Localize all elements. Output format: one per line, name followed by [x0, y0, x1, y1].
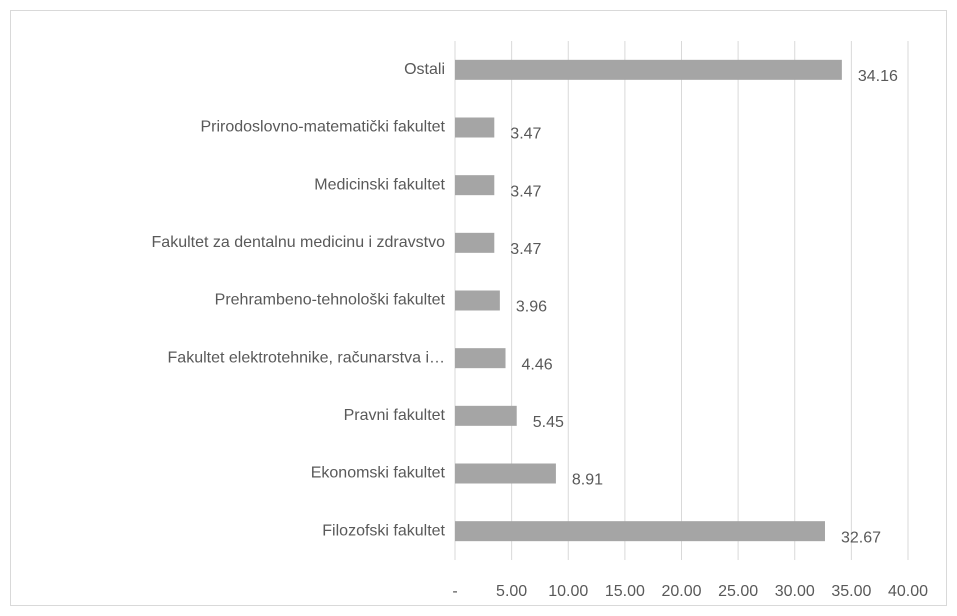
y-tick-label: Prirodoslovno-matematički fakultet — [200, 119, 445, 136]
y-tick-label: Medicinski fakultet — [314, 176, 445, 193]
x-tick-label: 40.00 — [888, 583, 928, 600]
x-tick-label: 10.00 — [548, 583, 588, 600]
y-tick-label: Fakultet elektrotehnike, računarstva i… — [168, 349, 445, 366]
x-tick-label: 20.00 — [661, 583, 701, 600]
bar — [455, 232, 495, 253]
value-label: 8.91 — [572, 472, 603, 489]
value-label: 3.47 — [510, 126, 541, 143]
y-tick-label: Prehrambeno-tehnološki fakultet — [215, 292, 446, 309]
y-tick-label: Pravni fakultet — [344, 407, 446, 424]
x-tick-label: 15.00 — [605, 583, 645, 600]
bar — [455, 463, 556, 484]
y-tick-label: Filozofski fakultet — [322, 522, 445, 539]
bar — [455, 290, 500, 311]
value-label: 34.16 — [858, 68, 898, 85]
bar — [455, 405, 517, 426]
y-tick-label: Fakultet za dentalnu medicinu i zdravstv… — [152, 234, 446, 251]
value-label: 3.47 — [510, 183, 541, 200]
bar — [455, 521, 825, 542]
x-tick-label: 30.00 — [775, 583, 815, 600]
value-label: 5.45 — [533, 414, 564, 431]
x-tick-label: 35.00 — [831, 583, 871, 600]
chart-border — [10, 10, 947, 606]
x-tick-label: 25.00 — [718, 583, 758, 600]
bar — [455, 117, 495, 138]
value-label: 32.67 — [841, 529, 881, 546]
value-label: 4.46 — [522, 356, 553, 373]
y-tick-label: Ostali — [404, 61, 445, 78]
bar — [455, 348, 506, 369]
bar — [455, 175, 495, 196]
bar — [455, 59, 842, 80]
value-label: 3.47 — [510, 241, 541, 258]
y-tick-label: Ekonomski fakultet — [311, 465, 446, 482]
x-tick-label: - — [452, 583, 457, 600]
value-label: 3.96 — [516, 299, 547, 316]
x-tick-label: 5.00 — [496, 583, 527, 600]
